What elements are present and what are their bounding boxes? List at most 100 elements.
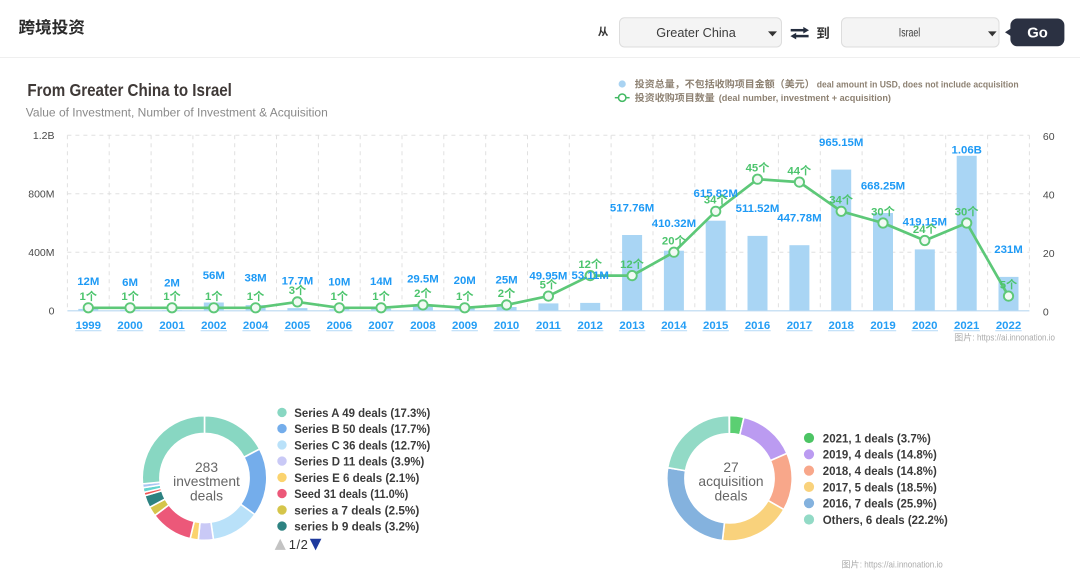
svg-text:615.82M: 615.82M	[694, 188, 738, 200]
svg-text:44: 44	[787, 165, 800, 177]
svg-text:2009: 2009	[452, 320, 477, 332]
svg-text:5: 5	[1000, 279, 1006, 291]
svg-text:3: 3	[289, 285, 295, 297]
svg-text:2M: 2M	[164, 278, 180, 290]
svg-text:0: 0	[49, 306, 55, 318]
svg-text:deal amount in USD, does not i: deal amount in USD, does not include acq…	[817, 80, 1019, 90]
svg-text:49.95M: 49.95M	[529, 271, 567, 283]
svg-text:: https://ai.innonation.io: : https://ai.innonation.io	[860, 560, 943, 570]
svg-text:60: 60	[1043, 131, 1055, 143]
svg-text:2005: 2005	[285, 320, 311, 332]
svg-text:2016, 7 deals (25.9%): 2016, 7 deals (25.9%)	[823, 497, 937, 511]
svg-text:deals: deals	[715, 489, 748, 504]
svg-text:14M: 14M	[370, 276, 392, 288]
svg-text:2004: 2004	[243, 320, 269, 332]
svg-text:800M: 800M	[28, 189, 54, 201]
svg-text:29.5M: 29.5M	[407, 274, 439, 286]
svg-text:2017: 2017	[787, 320, 812, 332]
svg-text:1/2: 1/2	[289, 537, 309, 552]
svg-text:1.06B: 1.06B	[951, 144, 981, 156]
svg-text:40: 40	[1043, 189, 1055, 201]
svg-text:Value of Investment, Number of: Value of Investment, Number of Investmen…	[26, 106, 328, 120]
svg-text:30: 30	[955, 206, 968, 218]
svg-text:2021, 1 deals (3.7%): 2021, 1 deals (3.7%)	[823, 431, 931, 445]
svg-text:1: 1	[456, 291, 462, 303]
svg-text:34: 34	[829, 195, 842, 207]
svg-text:Series C 36 deals (12.7%): Series C 36 deals (12.7%)	[294, 438, 430, 452]
svg-text:Greater China: Greater China	[656, 25, 736, 40]
svg-text:From Greater China to Israel: From Greater China to Israel	[27, 80, 232, 100]
svg-text:34: 34	[704, 195, 717, 207]
svg-text:series b 9 deals (3.2%): series b 9 deals (3.2%)	[294, 520, 419, 534]
svg-text:2002: 2002	[201, 320, 226, 332]
svg-text:Series E 6 deals (2.1%): Series E 6 deals (2.1%)	[294, 471, 419, 485]
svg-text:2: 2	[498, 288, 504, 300]
svg-text:2001: 2001	[159, 320, 185, 332]
svg-text:12: 12	[578, 259, 591, 271]
svg-text:1: 1	[331, 291, 337, 303]
svg-text:1: 1	[205, 291, 211, 303]
svg-text:series a 7 deals (2.5%): series a 7 deals (2.5%)	[294, 503, 419, 517]
svg-text:acquisition: acquisition	[698, 474, 763, 489]
svg-text:5: 5	[540, 279, 546, 291]
svg-text:1.2B: 1.2B	[33, 130, 55, 142]
svg-text:deals: deals	[190, 489, 223, 504]
svg-text:1: 1	[80, 291, 86, 303]
svg-text:(deal number, investment + acq: (deal number, investment + acquisition)	[719, 93, 891, 103]
svg-text:2010: 2010	[494, 320, 519, 332]
svg-text:2017, 5 deals (18.5%): 2017, 5 deals (18.5%)	[823, 480, 937, 494]
svg-text:2012: 2012	[578, 320, 603, 332]
svg-text:12M: 12M	[77, 276, 99, 288]
svg-text:2020: 2020	[912, 320, 937, 332]
svg-text:1: 1	[247, 291, 253, 303]
svg-text:2: 2	[414, 288, 420, 300]
svg-text:17.7M: 17.7M	[282, 275, 314, 287]
svg-text:283: 283	[195, 460, 218, 475]
svg-text:Israel: Israel	[899, 26, 921, 40]
svg-text:1999: 1999	[76, 320, 101, 332]
svg-text:1: 1	[121, 291, 127, 303]
svg-text:2016: 2016	[745, 320, 770, 332]
svg-text:2018, 4 deals (14.8%): 2018, 4 deals (14.8%)	[823, 464, 937, 478]
svg-text:511.52M: 511.52M	[736, 203, 780, 215]
svg-text:12: 12	[620, 259, 633, 271]
svg-text:27: 27	[723, 460, 738, 475]
svg-text:Series D 11 deals (3.9%): Series D 11 deals (3.9%)	[294, 455, 424, 469]
svg-text:2006: 2006	[327, 320, 352, 332]
svg-text:Others, 6 deals (22.2%): Others, 6 deals (22.2%)	[823, 513, 948, 527]
svg-text:2021: 2021	[954, 320, 980, 332]
svg-text:400M: 400M	[28, 247, 54, 259]
svg-text:2019: 2019	[870, 320, 895, 332]
svg-text:965.15M: 965.15M	[819, 137, 863, 149]
svg-text:Series A 49 deals (17.3%): Series A 49 deals (17.3%)	[294, 406, 430, 420]
svg-text:6M: 6M	[122, 277, 138, 289]
svg-text:410.32M: 410.32M	[652, 218, 696, 230]
svg-text:25M: 25M	[496, 274, 518, 286]
svg-text:2014: 2014	[661, 320, 687, 332]
svg-text:668.25M: 668.25M	[861, 180, 905, 192]
svg-text:: https://ai.innonation.io: : https://ai.innonation.io	[973, 333, 1056, 343]
svg-text:1: 1	[163, 291, 169, 303]
svg-text:38M: 38M	[245, 272, 267, 284]
svg-text:24: 24	[913, 224, 926, 236]
svg-text:2022: 2022	[996, 320, 1021, 332]
svg-text:20: 20	[662, 236, 675, 248]
svg-text:0: 0	[1043, 306, 1049, 318]
svg-text:investment: investment	[173, 474, 240, 489]
svg-text:231M: 231M	[994, 244, 1023, 256]
svg-text:419.15M: 419.15M	[903, 217, 947, 229]
svg-text:Seed 31 deals (11.0%): Seed 31 deals (11.0%)	[294, 487, 408, 501]
svg-text:517.76M: 517.76M	[610, 202, 654, 214]
svg-text:2019, 4 deals (14.8%): 2019, 4 deals (14.8%)	[823, 448, 937, 462]
svg-text:56M: 56M	[203, 270, 225, 282]
svg-text:2000: 2000	[117, 320, 142, 332]
svg-text:2015: 2015	[703, 320, 729, 332]
svg-text:2007: 2007	[368, 320, 393, 332]
svg-text:45: 45	[746, 163, 759, 175]
svg-text:Series B 50 deals (17.7%): Series B 50 deals (17.7%)	[294, 422, 430, 436]
svg-text:20M: 20M	[454, 275, 476, 287]
svg-text:447.78M: 447.78M	[777, 213, 821, 225]
svg-text:2013: 2013	[619, 320, 644, 332]
svg-text:Go: Go	[1027, 25, 1048, 41]
svg-text:1: 1	[372, 291, 378, 303]
